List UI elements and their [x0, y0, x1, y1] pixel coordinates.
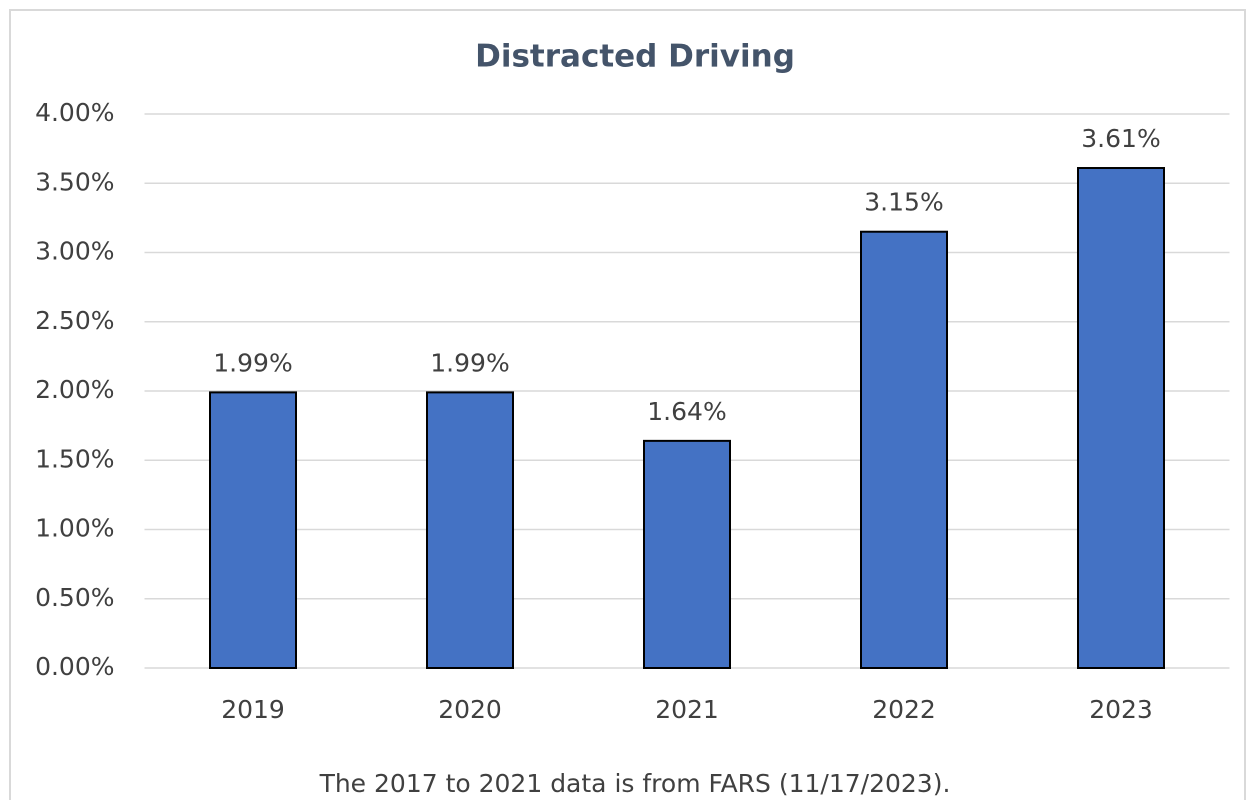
- chart-title: Distracted Driving: [475, 39, 795, 75]
- y-tick-label: 3.00%: [35, 237, 114, 266]
- y-tick-label: 2.50%: [35, 306, 114, 335]
- y-tick-label: 0.00%: [35, 652, 114, 681]
- x-tick-label: 2022: [872, 695, 936, 724]
- y-tick-label: 1.50%: [35, 444, 114, 473]
- footnote: The 2017 to 2021 data is from FARS (11/1…: [319, 769, 951, 798]
- x-tick-label: 2021: [655, 695, 719, 724]
- value-label: 1.99%: [430, 348, 509, 377]
- bar: [1077, 167, 1165, 669]
- y-tick-label: 3.50%: [35, 167, 114, 196]
- chart-border: [9, 9, 1246, 804]
- y-tick-label: 0.50%: [35, 583, 114, 612]
- value-label: 3.15%: [864, 188, 943, 217]
- value-label: 3.61%: [1081, 124, 1160, 153]
- value-label: 1.99%: [213, 348, 292, 377]
- bar: [209, 391, 297, 669]
- bar: [426, 391, 514, 669]
- x-tick-label: 2020: [438, 695, 502, 724]
- value-label: 1.64%: [647, 397, 726, 426]
- x-tick-label: 2019: [221, 695, 285, 724]
- bar: [860, 230, 948, 669]
- y-tick-label: 4.00%: [35, 98, 114, 127]
- y-tick-label: 2.00%: [35, 375, 114, 404]
- bar: [643, 439, 731, 669]
- x-tick-label: 2023: [1089, 695, 1153, 724]
- y-tick-label: 1.00%: [35, 514, 114, 543]
